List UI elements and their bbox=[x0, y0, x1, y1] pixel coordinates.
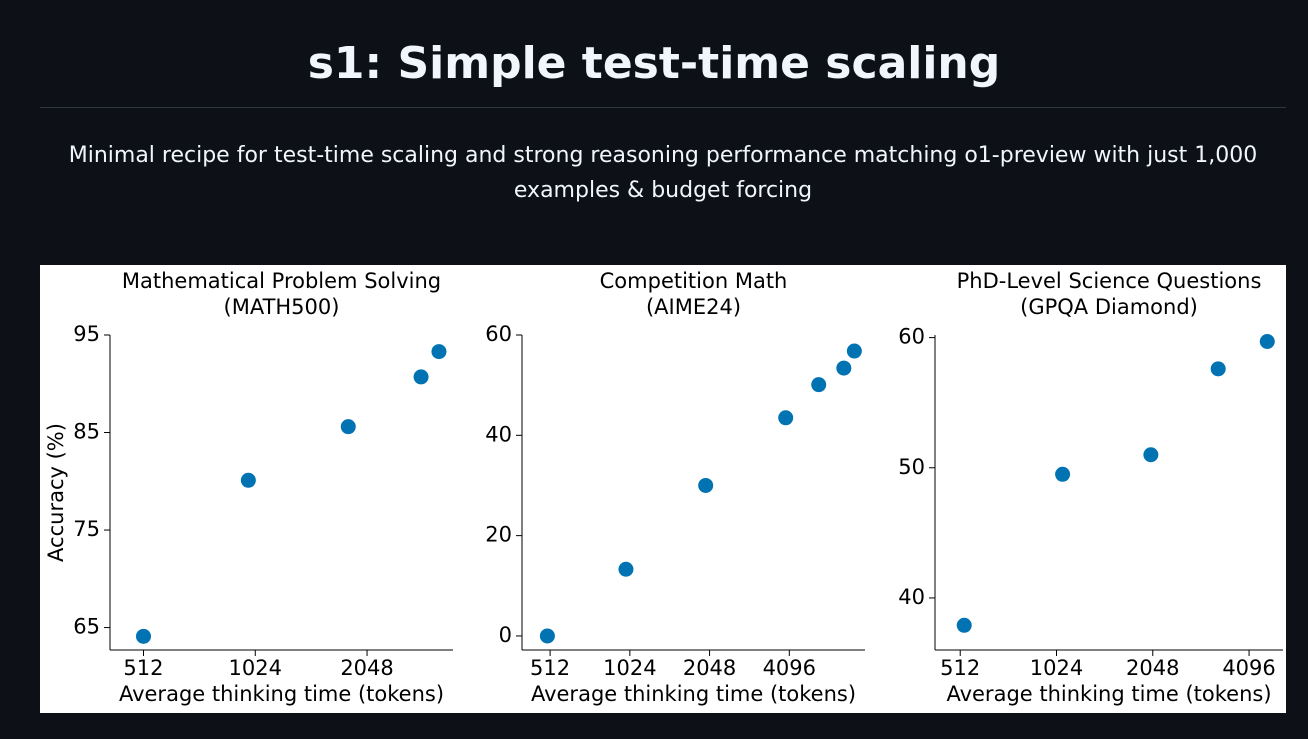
data-point bbox=[846, 343, 862, 359]
data-point bbox=[1259, 334, 1275, 350]
chart-title: (GPQA Diamond) bbox=[1020, 295, 1198, 319]
y-tick-label: 20 bbox=[485, 523, 512, 547]
data-point bbox=[778, 410, 794, 426]
data-point bbox=[413, 369, 429, 385]
y-axis-label: Accuracy (%) bbox=[44, 423, 68, 562]
chart-title: (AIME24) bbox=[646, 295, 741, 319]
page-subtitle: Minimal recipe for test-time scaling and… bbox=[68, 143, 1258, 203]
x-tick-label: 512 bbox=[940, 656, 980, 680]
y-tick-label: 75 bbox=[73, 517, 100, 541]
data-point bbox=[1210, 361, 1226, 377]
x-axis-label: Average thinking time (tokens) bbox=[531, 682, 856, 706]
x-tick-label: 2048 bbox=[340, 656, 393, 680]
y-tick-label: 40 bbox=[898, 585, 925, 609]
data-point bbox=[836, 360, 852, 376]
data-point bbox=[135, 628, 151, 644]
x-tick-label: 1024 bbox=[603, 656, 656, 680]
y-tick-label: 0 bbox=[499, 623, 512, 647]
x-tick-label: 2048 bbox=[1126, 656, 1179, 680]
y-tick-label: 85 bbox=[73, 420, 100, 444]
data-point bbox=[811, 377, 827, 393]
x-tick-label: 4096 bbox=[763, 656, 816, 680]
x-axis-label: Average thinking time (tokens) bbox=[119, 682, 444, 706]
x-tick-label: 4096 bbox=[1222, 656, 1275, 680]
page-title: s1: Simple test-time scaling bbox=[307, 38, 1001, 89]
data-point bbox=[1055, 466, 1071, 482]
data-point bbox=[240, 472, 256, 488]
x-tick-label: 1024 bbox=[1030, 656, 1083, 680]
data-point bbox=[956, 617, 972, 633]
figure-panel bbox=[40, 265, 1286, 713]
y-tick-label: 95 bbox=[73, 322, 100, 346]
x-axis-label: Average thinking time (tokens) bbox=[946, 682, 1271, 706]
data-point bbox=[539, 628, 555, 644]
data-point bbox=[1143, 447, 1159, 463]
x-tick-label: 512 bbox=[530, 656, 570, 680]
chart-title: Competition Math bbox=[600, 269, 788, 293]
y-tick-label: 60 bbox=[485, 322, 512, 346]
y-tick-label: 60 bbox=[898, 325, 925, 349]
x-tick-label: 2048 bbox=[683, 656, 736, 680]
y-tick-label: 40 bbox=[485, 422, 512, 446]
divider bbox=[40, 107, 1286, 108]
data-point bbox=[431, 344, 447, 360]
chart-title: Mathematical Problem Solving bbox=[122, 269, 441, 293]
y-tick-label: 65 bbox=[73, 615, 100, 639]
x-tick-label: 512 bbox=[123, 656, 163, 680]
chart-title: PhD-Level Science Questions bbox=[957, 269, 1262, 293]
data-point bbox=[340, 419, 356, 435]
data-point bbox=[618, 561, 634, 577]
x-tick-label: 1024 bbox=[229, 656, 282, 680]
y-tick-label: 50 bbox=[898, 455, 925, 479]
chart-title: (MATH500) bbox=[224, 295, 340, 319]
data-point bbox=[698, 477, 714, 493]
